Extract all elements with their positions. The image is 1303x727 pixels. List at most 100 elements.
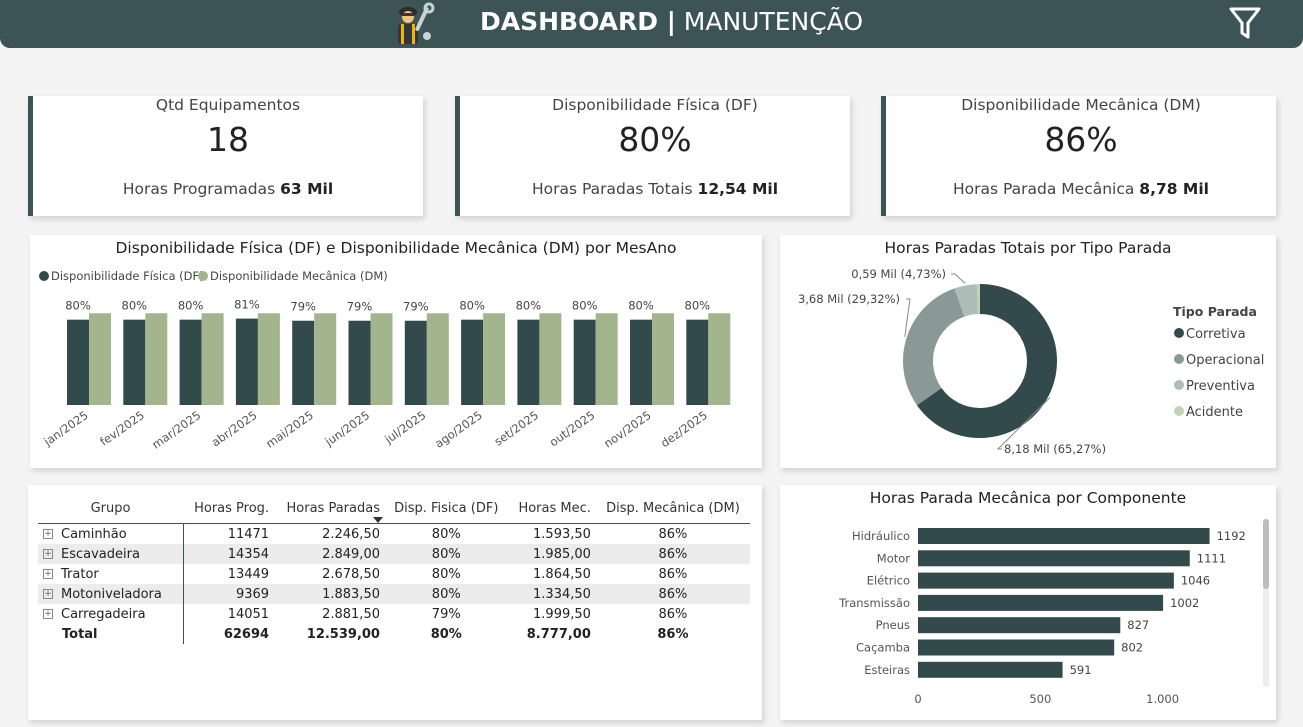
data-label: 1111 (1197, 551, 1226, 565)
cell-horas-mec: 1.334,50 (507, 584, 596, 604)
legend-label: Preventiva (1186, 379, 1255, 394)
cell-horas-mec: 1.999,50 (533, 606, 591, 622)
cell-disp-mecanica: 86% (658, 526, 688, 542)
cell-grupo[interactable]: + Trator (38, 564, 184, 584)
x-tick-label: mar/2025 (149, 408, 203, 452)
x-tick-label: 500 (1029, 692, 1051, 706)
y-tick-label: Motor (877, 551, 911, 565)
cell-horas-mec: 1.864,50 (533, 566, 591, 582)
col-header-grupo[interactable]: Grupo (38, 493, 183, 524)
x-tick-label: jun/2025 (322, 408, 373, 449)
col-header-horas-paradas[interactable]: Horas Paradas (274, 493, 385, 524)
legend-marker (1174, 406, 1184, 416)
cell-disp-mecanica: 86% (658, 606, 688, 622)
expand-icon[interactable]: + (43, 529, 53, 539)
col-header-horas-prog[interactable]: Horas Prog. (183, 493, 275, 524)
cell-disp-fisica: 79% (431, 606, 461, 622)
legend-label-dm: Disponibilidade Mecânica (DM) (210, 269, 388, 283)
kpi-value: 80% (618, 120, 692, 159)
cell-disp-mecanica: 86% (658, 566, 688, 582)
kpi-label: Qtd Equipamentos (155, 96, 301, 114)
bar-componente (918, 617, 1121, 634)
data-label-df: 79% (347, 300, 373, 314)
cell-disp-fisica: 80% (384, 544, 508, 564)
cell-grupo[interactable]: + Carregadeira (38, 604, 184, 624)
data-label-df: 80% (65, 299, 91, 313)
cell-grupo[interactable]: + Motoniveladora (38, 584, 184, 604)
data-label: 3,68 Mil (29,32%) (798, 292, 900, 306)
x-tick-label: abr/2025 (209, 408, 260, 449)
kpi-value: 86% (1044, 120, 1118, 159)
componente-bar-chart: Hidráulico 1192 Motor 1111 Elétrico 1046 Trans… (838, 528, 1246, 706)
sort-desc-icon[interactable] (372, 517, 383, 523)
cell-total-horas-prog: 62694 (223, 626, 270, 642)
expand-icon[interactable]: + (43, 589, 53, 599)
bar-dm (708, 313, 731, 405)
scrollbar-thumb[interactable] (1263, 519, 1269, 589)
table-row: + Caminhão 11471 2.246,50 80% 1.593,50 86… (38, 523, 750, 544)
kpi-sub-label: Horas Parada Mecânica (952, 180, 1140, 198)
cell-grupo[interactable]: + Escavadeira (38, 544, 184, 564)
bar-componente (918, 528, 1210, 544)
group-name: Motoniveladora (61, 586, 162, 602)
data-label: 8,18 Mil (65,27%) (1004, 442, 1106, 456)
x-tick-label: jul/2025 (381, 408, 428, 447)
group-name: Trator (61, 566, 99, 582)
col-header-disp-mecanica[interactable]: Disp. Mecânica (DM) (595, 493, 750, 524)
legend-label-df: Disponibilidade Física (DF) (51, 269, 204, 283)
cell-grupo[interactable]: + Caminhão (38, 523, 184, 544)
cell-disp-fisica: 80% (384, 584, 508, 604)
kpi-sub-label: Horas Paradas Totais (531, 180, 698, 198)
total-label: Total (62, 626, 98, 642)
kpi-sub: Horas Paradas Totais 12,54 Mil (460, 180, 850, 198)
data-label: 1046 (1181, 574, 1210, 588)
data-label-df: 79% (290, 300, 316, 314)
x-tick-label: fev/2025 (97, 408, 147, 449)
x-tick-label: 0 (914, 692, 921, 706)
legend-title: Tipo Parada (1173, 304, 1257, 319)
legend-marker (1174, 380, 1184, 390)
data-label: 591 (1070, 663, 1092, 677)
data-label-df: 80% (122, 299, 148, 313)
bar-df (404, 320, 427, 405)
legend-marker-dm (198, 271, 208, 281)
y-tick-label: Esteiras (864, 663, 910, 677)
df-dm-chart-card: Disponibilidade Física (DF) e Disponibil… (30, 235, 762, 468)
cell-horas-prog: 14354 (183, 544, 275, 564)
chart-title: Horas Paradas Totais por Tipo Parada (884, 239, 1172, 257)
y-tick-label: Hidráulico (852, 529, 910, 543)
donut-slice-operacional (903, 288, 966, 406)
data-label-df: 80% (516, 299, 542, 313)
kpi-sub-label: Horas Programadas (122, 180, 281, 198)
table-row: + Motoniveladora 9369 1.883,50 80% 1.334,… (38, 584, 750, 604)
grupo-table: Grupo Horas Prog. Horas Paradas Disp. Fi… (38, 493, 750, 644)
kpi-sub: Horas Programadas 63 Mil (33, 180, 423, 198)
cell-horas-prog: 13449 (227, 566, 270, 582)
bar-df (461, 319, 484, 405)
table-row: + Trator 13449 2.678,50 80% 1.864,50 86% (38, 564, 750, 584)
grupo-table-card: Grupo Horas Prog. Horas Paradas Disp. Fi… (28, 485, 762, 720)
col-header-horas-mec[interactable]: Horas Mec. (507, 493, 596, 524)
kpi-sub: Horas Parada Mecânica 8,78 Mil (886, 180, 1276, 198)
bar-df (123, 319, 146, 405)
group-name: Caminhão (61, 526, 127, 542)
leader-line (951, 273, 966, 284)
expand-icon[interactable]: + (43, 569, 53, 579)
col-header-disp-fisica[interactable]: Disp. Fisica (DF) (372, 493, 508, 524)
expand-icon[interactable]: + (43, 549, 53, 559)
scrollbar[interactable] (1263, 519, 1269, 687)
kpi-card-df: Disponibilidade Física (DF) 80% Horas Pa… (455, 96, 850, 216)
bar-dm (652, 313, 674, 405)
filter-icon[interactable] (1226, 4, 1264, 42)
data-label-df: 80% (685, 299, 711, 313)
chart-title: Horas Parada Mecânica por Componente (869, 489, 1187, 507)
data-label-df: 80% (459, 299, 485, 313)
legend-label: Acidente (1186, 405, 1243, 420)
expand-icon[interactable]: + (43, 609, 53, 619)
cell-horas-mec: 1.593,50 (533, 526, 591, 542)
cell-horas-paradas: 2.849,00 (274, 544, 385, 564)
cell-disp-mecanica: 86% (595, 584, 750, 604)
cell-disp-mecanica: 86% (595, 544, 750, 564)
mechanic-icon (398, 2, 435, 44)
kpi-label: Disponibilidade Mecânica (DM) (961, 96, 1201, 114)
